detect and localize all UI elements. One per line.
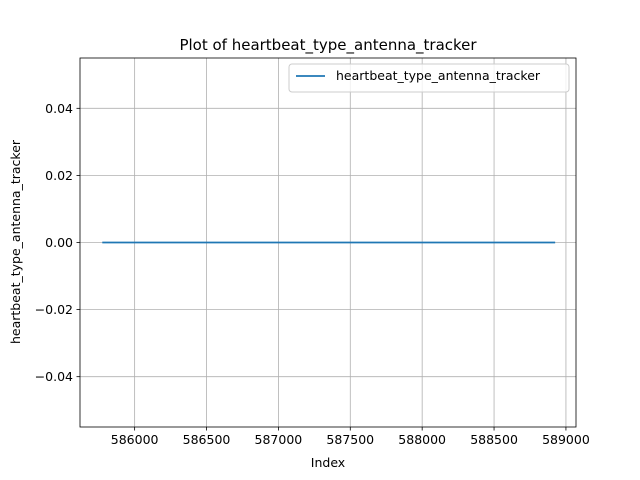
- y-axis-ticks: −0.04 −0.02 0.00 0.02 0.04: [35, 101, 80, 384]
- x-tick-label: 586000: [111, 432, 159, 447]
- legend-box: [288, 63, 570, 93]
- x-tick-label: 589000: [542, 432, 590, 447]
- x-tick-label: 586500: [183, 432, 231, 447]
- grid: [80, 58, 576, 427]
- y-tick-label: −0.04: [35, 369, 73, 384]
- y-tick-label: 0.00: [45, 235, 73, 250]
- x-tick-label: 587500: [326, 432, 374, 447]
- legend-label: heartbeat_type_antenna_tracker: [336, 68, 541, 83]
- y-tick-label: 0.02: [45, 168, 73, 183]
- x-tick-label: 588000: [398, 432, 446, 447]
- x-axis-ticks: 586000 586500 587000 587500 588000 588500 5890…: [111, 427, 590, 447]
- x-tick-label: 588500: [470, 432, 518, 447]
- y-tick-label: −0.02: [35, 302, 73, 317]
- x-tick-label: 587000: [255, 432, 303, 447]
- x-axis-label: Index: [311, 455, 345, 470]
- y-tick-label: 0.04: [45, 101, 73, 116]
- chart-title: Plot of heartbeat_type_antenna_tracker: [179, 36, 477, 55]
- y-axis-label: heartbeat_type_antenna_tracker: [8, 139, 23, 344]
- legend: heartbeat_type_antenna_tracker: [288, 63, 570, 93]
